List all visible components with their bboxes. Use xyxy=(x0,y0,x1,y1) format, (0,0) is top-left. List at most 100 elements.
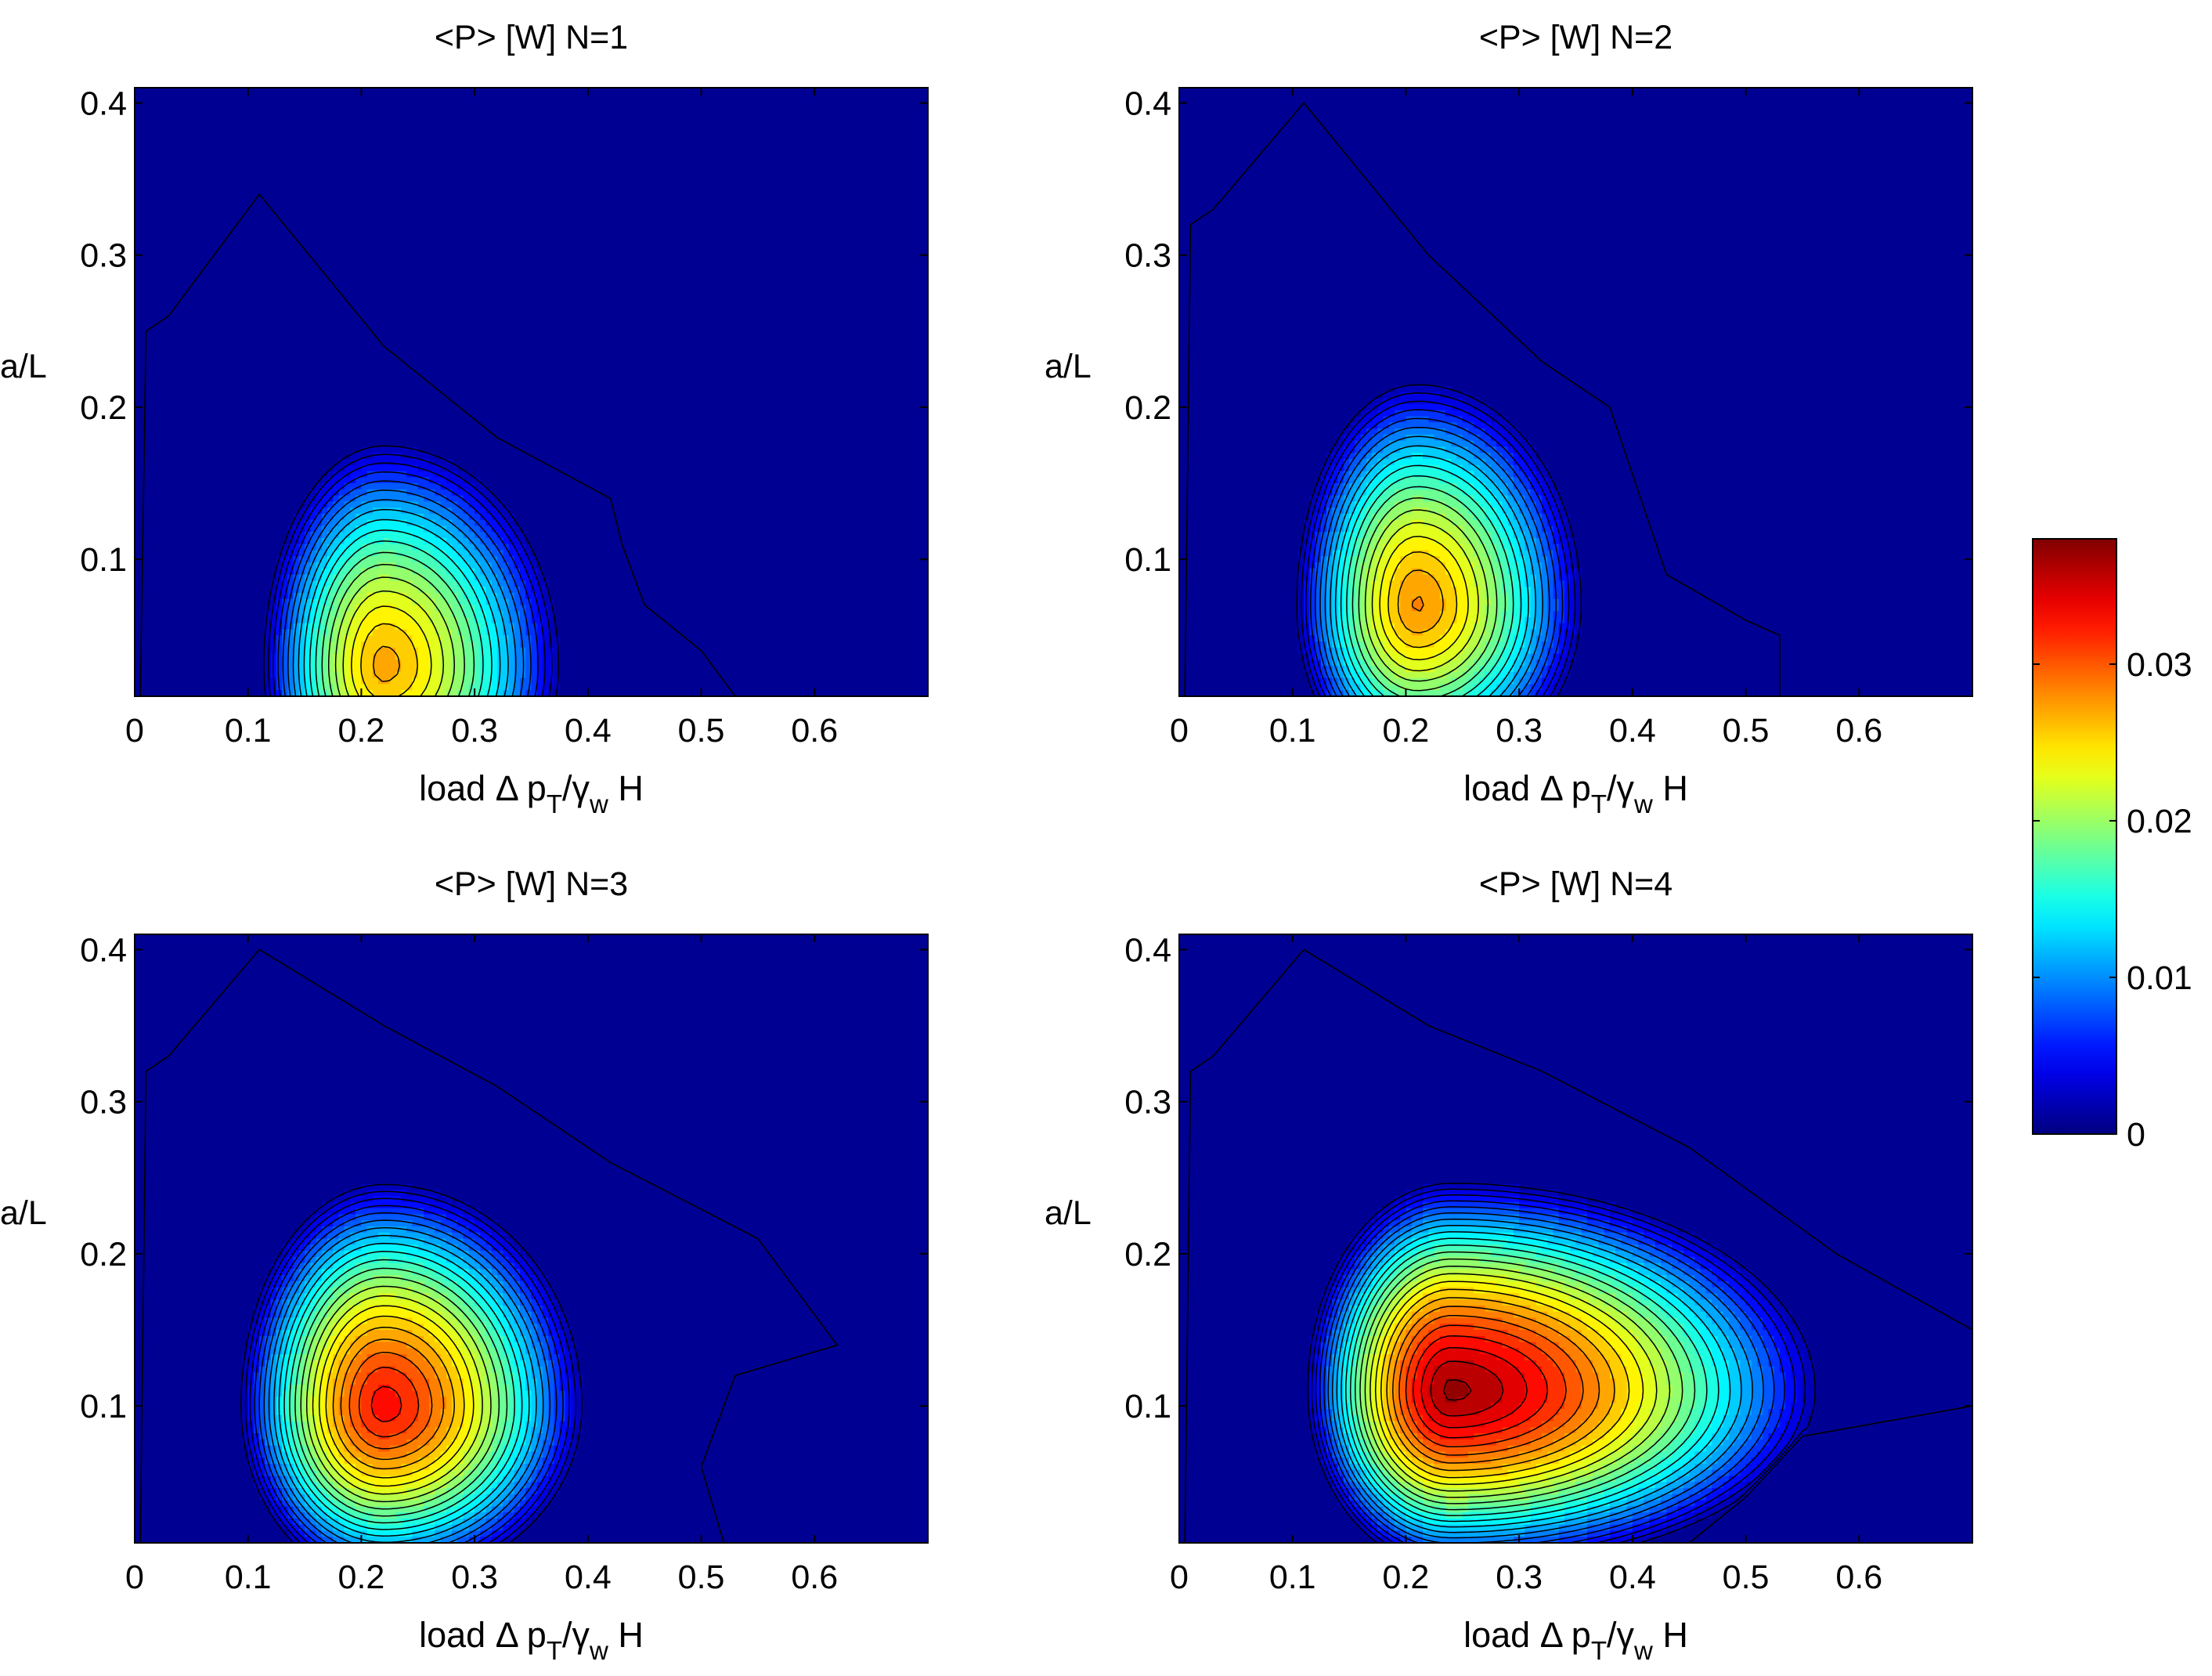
contour-cell xyxy=(1337,1506,1344,1543)
contour-cell xyxy=(321,1269,328,1282)
contour-cell xyxy=(395,544,402,557)
contour-cell xyxy=(406,446,413,460)
contour-cell xyxy=(440,1287,447,1295)
contour-cell xyxy=(305,1305,311,1319)
contour-cell xyxy=(366,1220,373,1227)
contour-cell xyxy=(355,88,363,453)
contour-cell xyxy=(429,1439,436,1453)
contour-cell xyxy=(1388,690,1395,696)
contour-cell xyxy=(1394,519,1401,533)
contour-cell xyxy=(491,532,498,545)
contour-cell xyxy=(1343,434,1350,448)
contour-cell xyxy=(1383,88,1390,393)
contour-cell xyxy=(480,1500,487,1513)
contour-cell xyxy=(1337,1494,1344,1507)
contour-cell xyxy=(1507,1366,1514,1416)
contour-cell xyxy=(1507,574,1514,630)
contour-cell xyxy=(429,1524,436,1532)
contour-cell xyxy=(1468,1214,1474,1221)
contour-cell xyxy=(452,934,459,1203)
contour-cell xyxy=(1479,690,1486,696)
contour-cell xyxy=(253,1488,260,1543)
x-label-slash: / xyxy=(562,1615,572,1655)
contour-cell xyxy=(310,1360,317,1398)
contour-cell xyxy=(293,574,300,594)
contour-cell xyxy=(344,1335,351,1355)
contour-cell xyxy=(429,489,436,502)
contour-cell xyxy=(1558,1275,1565,1282)
contour-cell xyxy=(1315,483,1322,497)
x-tick-label: 0.4 xyxy=(565,712,612,750)
contour-cell xyxy=(1479,1409,1486,1428)
contour-cell xyxy=(372,568,379,581)
contour-cell xyxy=(1349,1256,1355,1270)
contour-cell xyxy=(1542,1403,1548,1422)
contour-cell xyxy=(355,1451,363,1458)
contour-cell xyxy=(1558,1451,1565,1458)
contour-cell xyxy=(1519,1299,1525,1306)
contour-cell xyxy=(1224,934,1231,1543)
contour-cell xyxy=(366,1537,373,1543)
contour-cell xyxy=(344,1280,351,1295)
contour-cell xyxy=(480,532,487,545)
x-label-pre: load xyxy=(419,768,496,808)
contour-cell xyxy=(321,568,328,587)
contour-cell xyxy=(1542,1506,1548,1513)
contour-cell xyxy=(1355,464,1362,478)
contour-cell xyxy=(378,1530,384,1537)
contour-cell xyxy=(1547,1262,1554,1270)
contour-cell xyxy=(1343,1372,1350,1403)
contour-cell xyxy=(1377,616,1384,642)
contour-cell xyxy=(786,88,792,696)
contour-cell xyxy=(435,635,442,691)
contour-cell xyxy=(1502,1360,1509,1416)
contour-cell xyxy=(424,1378,430,1428)
contour-cell xyxy=(503,1463,510,1477)
contour-cell xyxy=(542,1500,549,1507)
contour-cell xyxy=(333,574,340,594)
contour-cell xyxy=(1468,526,1474,545)
contour-cell xyxy=(1400,385,1407,393)
contour-cell xyxy=(1372,1530,1378,1537)
contour-cell xyxy=(1564,1305,1571,1313)
contour-cell xyxy=(395,1214,402,1221)
contour-cell xyxy=(412,1196,419,1203)
contour-cell xyxy=(1218,88,1225,696)
contour-cell xyxy=(446,1445,453,1465)
contour-cell xyxy=(1564,1494,1571,1501)
contour-cell xyxy=(457,1269,464,1276)
contour-cell xyxy=(1451,1208,1458,1215)
contour-cell xyxy=(406,934,413,1185)
contour-cell xyxy=(1366,934,1373,1221)
contour-cell xyxy=(1468,1269,1474,1276)
contour-cell xyxy=(321,1280,328,1295)
contour-cell xyxy=(372,1500,379,1507)
contour-cell xyxy=(1428,513,1435,527)
contour-cell xyxy=(1474,1201,1481,1209)
contour-cell xyxy=(1372,428,1378,435)
contour-cell xyxy=(1326,556,1333,648)
contour-cell xyxy=(1525,1208,1532,1215)
contour-cell xyxy=(1406,1457,1413,1471)
contour-cell xyxy=(355,1524,363,1532)
contour-cell xyxy=(435,562,442,576)
contour-cell xyxy=(468,1220,475,1234)
contour-cell xyxy=(1416,1214,1424,1221)
contour-cell xyxy=(327,1256,334,1270)
contour-cell xyxy=(1542,1421,1548,1434)
contour-cell xyxy=(1309,1409,1316,1434)
contour-cell xyxy=(440,519,447,527)
contour-cell xyxy=(542,1506,549,1543)
contour-cell xyxy=(1558,1226,1565,1234)
contour-cell xyxy=(389,1537,396,1543)
contour-cell xyxy=(1388,1421,1395,1440)
contour-cell xyxy=(361,1183,368,1197)
contour-cell xyxy=(1485,1317,1492,1331)
contour-cell xyxy=(1535,1311,1543,1324)
contour-cell xyxy=(457,1530,464,1537)
contour-cell xyxy=(1383,1457,1390,1471)
contour-cell xyxy=(1802,88,1809,696)
contour-cell xyxy=(406,1287,413,1300)
contour-cell xyxy=(1224,88,1231,696)
contour-cell xyxy=(287,544,294,557)
